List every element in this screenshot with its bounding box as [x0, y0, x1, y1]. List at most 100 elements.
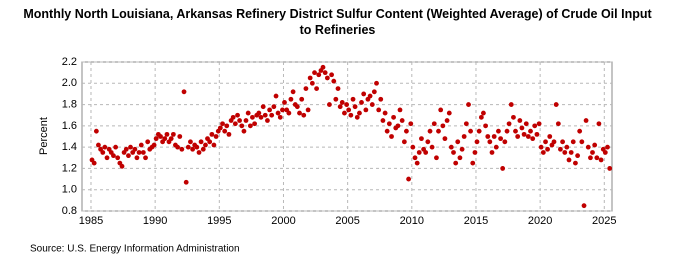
data-point — [502, 139, 508, 145]
data-point — [357, 110, 362, 116]
data-point — [545, 146, 550, 152]
data-point — [442, 136, 448, 142]
data-point — [436, 128, 441, 134]
data-point — [260, 104, 266, 110]
data-point — [466, 102, 471, 107]
data-point — [198, 139, 204, 145]
data-point — [427, 128, 433, 134]
data-point — [153, 136, 159, 142]
data-point — [175, 144, 181, 150]
y-axis-label: Percent — [38, 117, 50, 155]
data-point — [504, 128, 510, 134]
data-point — [579, 139, 585, 145]
y-tick-label: 1.0 — [62, 184, 77, 196]
data-point — [457, 155, 463, 161]
data-point — [525, 134, 531, 139]
data-point — [496, 128, 501, 134]
data-point — [444, 118, 450, 123]
data-point — [344, 102, 350, 107]
y-tick-label: 1.8 — [62, 98, 77, 110]
data-point — [434, 155, 439, 161]
data-point — [331, 78, 337, 84]
data-point — [500, 166, 506, 171]
data-point — [265, 118, 270, 123]
data-point — [209, 131, 215, 137]
data-point — [190, 146, 196, 152]
data-point — [316, 72, 322, 78]
data-point — [333, 96, 339, 102]
data-point — [140, 150, 146, 155]
data-point — [93, 128, 99, 134]
data-point — [468, 128, 473, 134]
data-point — [369, 102, 375, 107]
data-point — [487, 139, 493, 145]
data-point — [335, 86, 341, 92]
data-point — [162, 136, 168, 142]
data-point — [515, 134, 521, 139]
data-point — [339, 100, 345, 105]
data-point — [359, 100, 364, 105]
data-point — [322, 70, 328, 76]
data-point — [222, 128, 228, 134]
data-point — [472, 150, 478, 155]
data-point — [568, 150, 574, 155]
data-point — [389, 134, 394, 139]
data-point — [594, 155, 600, 161]
y-tick-label: 2.0 — [62, 77, 77, 89]
data-point — [590, 150, 595, 155]
data-point — [245, 110, 251, 116]
data-point — [361, 91, 367, 97]
data-point — [378, 96, 384, 102]
data-point — [256, 110, 262, 116]
data-point — [513, 128, 518, 134]
data-point — [408, 121, 414, 127]
data-point — [592, 142, 598, 148]
data-point — [354, 114, 360, 120]
data-point — [530, 136, 536, 142]
data-point — [564, 144, 570, 150]
data-point — [230, 114, 236, 120]
data-point — [102, 144, 108, 150]
data-point — [290, 89, 296, 95]
data-point — [241, 128, 247, 134]
data-point — [602, 150, 608, 155]
y-tick-label: 0.8 — [62, 205, 77, 217]
data-point — [493, 144, 499, 150]
data-point — [536, 121, 542, 127]
data-point — [194, 144, 200, 150]
data-point — [185, 144, 191, 150]
data-point — [262, 112, 268, 118]
data-point — [570, 139, 576, 145]
data-point — [100, 150, 106, 155]
data-point — [605, 144, 610, 150]
data-point — [303, 86, 309, 92]
data-point — [476, 128, 482, 134]
data-point — [485, 134, 491, 139]
data-point — [410, 144, 416, 150]
data-point — [91, 160, 97, 166]
x-tick-label: 2010 — [400, 215, 424, 227]
data-point — [158, 134, 163, 139]
data-point — [382, 110, 388, 116]
data-point — [134, 155, 140, 161]
data-point — [143, 155, 148, 161]
data-point — [346, 107, 352, 113]
data-point — [307, 75, 313, 81]
y-tick-label: 2.2 — [62, 56, 77, 68]
y-tick-label: 1.4 — [62, 141, 77, 153]
data-point — [177, 134, 183, 139]
data-point — [508, 102, 514, 107]
data-point — [314, 86, 319, 92]
x-tick-label: 1985 — [79, 215, 103, 227]
data-point — [470, 160, 476, 166]
data-point — [128, 144, 133, 150]
data-point — [115, 155, 121, 161]
data-point — [367, 93, 373, 99]
data-point — [232, 121, 238, 127]
data-point — [474, 139, 480, 145]
data-point — [419, 136, 424, 142]
data-point — [511, 114, 516, 120]
data-point — [320, 64, 326, 70]
data-point — [391, 114, 396, 120]
